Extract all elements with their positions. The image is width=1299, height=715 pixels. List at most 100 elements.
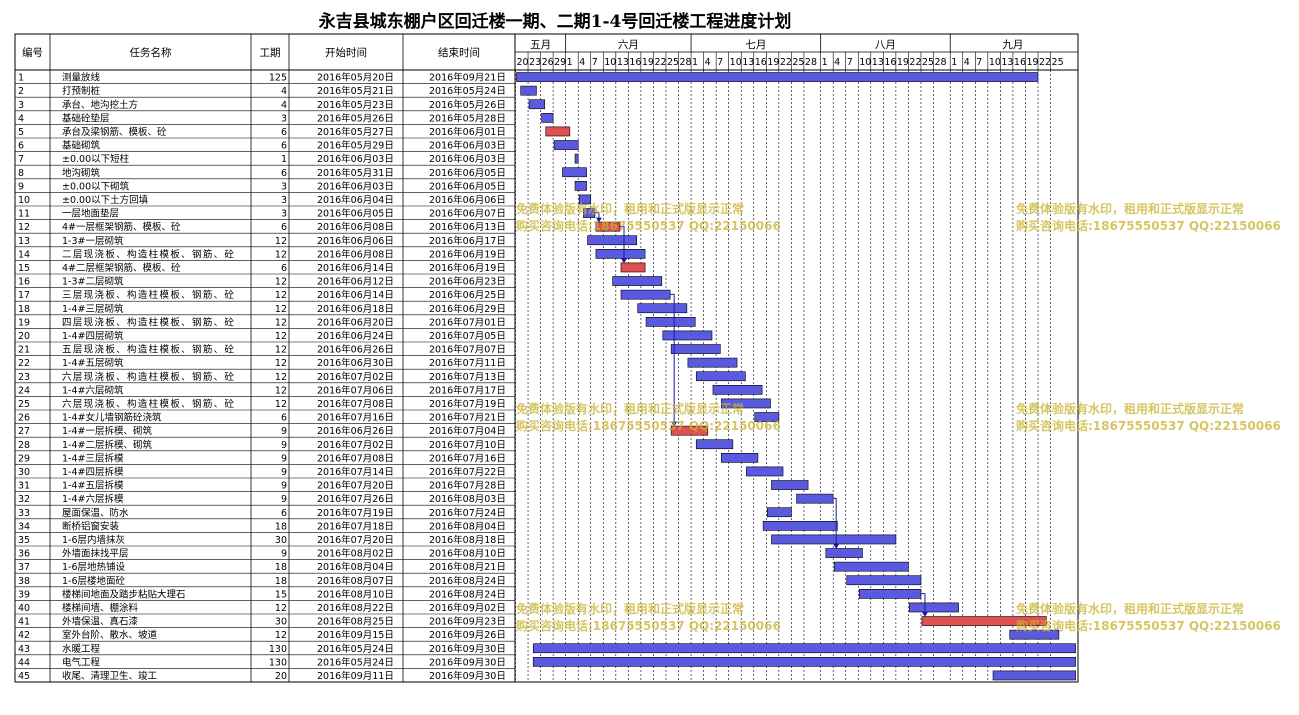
task-bar (825, 548, 863, 558)
task-bar (762, 520, 838, 531)
task-duration: 12 (275, 358, 287, 369)
task-name: 1-4#三层砌筑 (62, 303, 124, 315)
critical-task-bar (620, 262, 646, 273)
day-tick-label: 1 (951, 57, 957, 68)
task-start: 2016年06月20日 (317, 316, 394, 328)
task-id: 30 (18, 467, 30, 478)
task-name: 1-4#四层拆模 (62, 466, 124, 478)
task-end: 2016年08月04日 (429, 520, 506, 532)
task-id: 9 (18, 181, 24, 192)
task-name: 承台、地沟挖土方 (62, 99, 138, 111)
day-tick-label: 7 (847, 57, 853, 68)
task-duration: 6 (281, 222, 287, 233)
task-bar (520, 85, 537, 96)
day-tick-label: 19 (897, 57, 909, 68)
task-name: 水暖工程 (62, 643, 101, 655)
task-start: 2016年05月20日 (317, 72, 394, 84)
task-name: 楼梯间地面及踏步粘贴大理石 (62, 588, 186, 600)
day-tick-label: 16 (884, 57, 896, 68)
task-id: 20 (18, 331, 30, 342)
task-name: 外墙面抹找平层 (62, 548, 129, 560)
task-id: 5 (18, 127, 24, 138)
task-name: 室外台阶、散水、坡道 (62, 629, 158, 641)
col-duration-header: 工期 (260, 47, 281, 59)
task-start: 2016年07月14日 (317, 466, 394, 478)
task-name: ±0.00以下土方回填 (62, 194, 149, 206)
task-duration: 12 (275, 249, 287, 260)
task-id: 28 (18, 440, 30, 451)
task-start: 2016年07月06日 (317, 384, 394, 396)
task-name: 1-3#二层砌筑 (62, 276, 124, 288)
task-duration: 12 (275, 277, 287, 288)
task-end: 2016年07月17日 (429, 384, 506, 396)
task-bar (578, 194, 592, 205)
task-end: 2016年06月06日 (429, 194, 506, 206)
task-bar (712, 384, 763, 395)
task-start: 2016年08月07日 (317, 575, 394, 587)
task-end: 2016年06月05日 (429, 180, 506, 192)
task-name: ±0.00以下短柱 (62, 153, 130, 165)
task-start: 2016年06月08日 (317, 221, 394, 233)
task-id: 22 (18, 358, 30, 369)
task-duration: 20 (275, 671, 287, 682)
task-name: 承台及梁钢筋、模板、砼 (62, 126, 167, 138)
task-start: 2016年06月14日 (317, 262, 394, 274)
task-id: 32 (18, 494, 30, 505)
month-label: 七月 (745, 39, 766, 51)
task-id: 17 (18, 290, 30, 301)
task-bar (1009, 629, 1060, 640)
task-duration: 12 (275, 345, 287, 356)
task-end: 2016年09月30日 (429, 643, 506, 655)
task-start: 2016年06月08日 (317, 248, 394, 260)
day-tick-label: 19 (767, 57, 779, 68)
task-duration: 9 (281, 494, 287, 505)
dependency-arrows (594, 212, 928, 617)
task-bar (574, 153, 579, 164)
task-duration: 6 (281, 508, 287, 519)
task-start: 2016年05月21日 (317, 85, 394, 97)
task-end: 2016年07月13日 (429, 371, 506, 383)
task-duration: 9 (281, 426, 287, 437)
day-tick-label: 1 (822, 57, 828, 68)
task-name: 外墙保温、真石漆 (62, 616, 139, 628)
task-bar (846, 575, 922, 586)
task-duration: 9 (281, 481, 287, 492)
task-name: 1-4#六层砌筑 (62, 384, 124, 396)
day-tick-label: 1 (567, 57, 573, 68)
task-end: 2016年07月16日 (429, 452, 506, 464)
task-name: 电气工程 (62, 656, 101, 668)
task-name: 1-3#一层砌筑 (62, 235, 124, 247)
task-name: 1-6层内墙抹灰 (62, 534, 125, 546)
task-duration: 18 (275, 562, 287, 573)
task-bar (695, 371, 746, 382)
task-bar (746, 466, 784, 477)
task-bar (992, 670, 1076, 681)
task-start: 2016年08月22日 (317, 602, 394, 614)
task-id: 16 (18, 277, 30, 288)
arrow-head (595, 217, 602, 223)
task-start: 2016年07月19日 (317, 507, 394, 519)
task-duration: 6 (281, 141, 287, 152)
dependency-arrow (594, 212, 600, 219)
task-id: 33 (18, 508, 30, 519)
task-bar (583, 208, 596, 218)
task-end: 2016年07月05日 (429, 330, 506, 342)
task-bar (620, 289, 671, 300)
task-name: 六层现浇板、构造柱模板、钢筋、砼 (62, 371, 234, 383)
task-duration: 18 (275, 521, 287, 532)
day-tick-label: 4 (964, 57, 970, 68)
task-name: 一层地面垫层 (62, 208, 119, 220)
day-tick-label: 28 (805, 57, 817, 68)
task-end: 2016年06月19日 (429, 262, 506, 274)
task-bar (796, 493, 834, 504)
task-id: 19 (18, 317, 30, 328)
task-id: 34 (18, 521, 30, 532)
task-name: 打预制桩 (62, 85, 101, 97)
task-bar (562, 167, 587, 178)
task-id: 45 (18, 671, 30, 682)
task-id: 24 (18, 385, 30, 396)
month-label: 六月 (618, 39, 639, 51)
task-bar (595, 249, 646, 259)
task-name: 收尾、清理卫生、竣工 (62, 670, 158, 682)
